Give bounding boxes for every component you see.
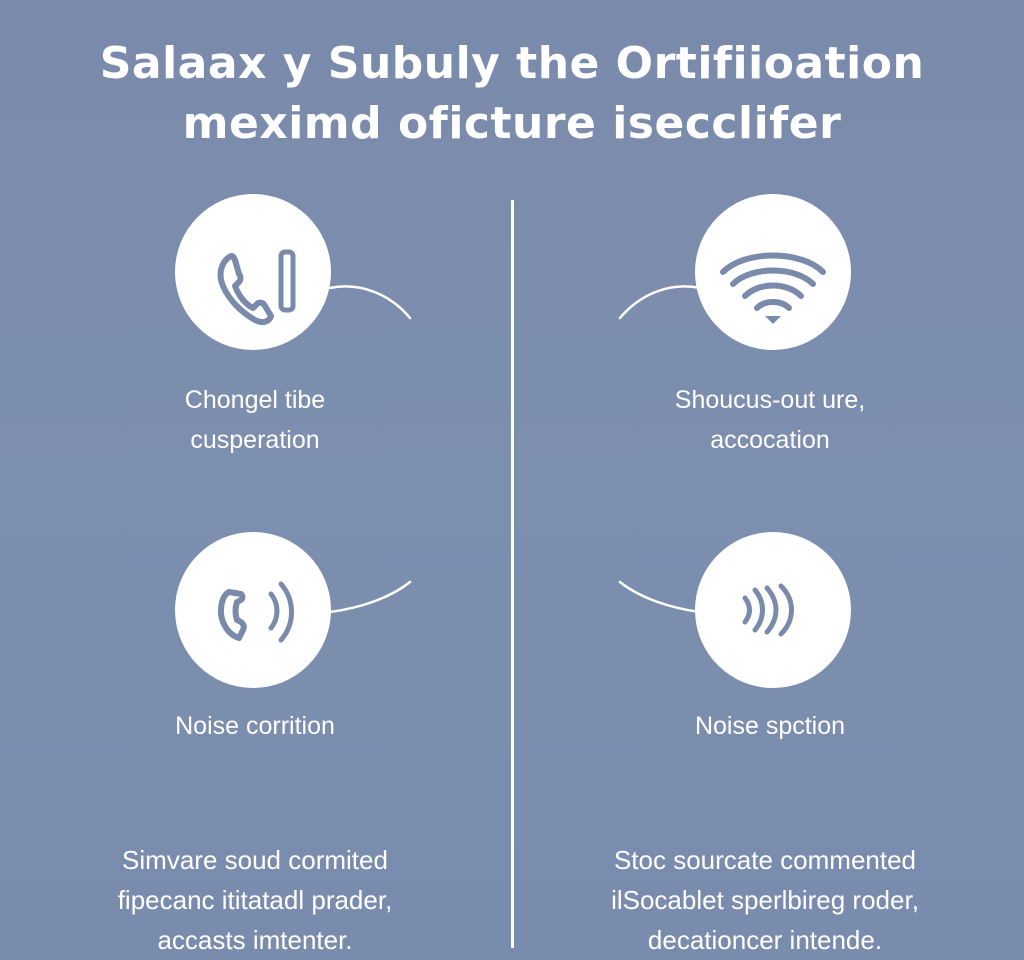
description-right-line-2: ilSocablet sperlbireg roder, bbox=[611, 885, 919, 915]
feature-label-call-line-2: cusperation bbox=[190, 426, 320, 454]
sound-waves-icon bbox=[695, 532, 851, 688]
feature-label-call: Chongel tibe cusperation bbox=[95, 380, 415, 460]
description-left-line-2: fipecanc ititatadl prader, bbox=[117, 885, 393, 915]
wifi-icon bbox=[695, 194, 851, 350]
description-left-line-1: Simvare soud cormited bbox=[122, 845, 388, 875]
feature-label-wifi-line-1: Shoucus-out ure, bbox=[674, 386, 866, 414]
connector-line bbox=[328, 285, 412, 320]
feature-label-noise-left-text: Noise corrition bbox=[175, 712, 335, 740]
phone-sound-waves-icon bbox=[175, 532, 331, 688]
feature-label-wifi-line-2: accocation bbox=[710, 426, 830, 454]
phone-signal-icon bbox=[175, 194, 331, 350]
center-divider bbox=[511, 200, 514, 948]
description-left-line-3: accasts imtenter. bbox=[157, 925, 353, 955]
feature-label-call-line-1: Chongel tibe bbox=[184, 386, 326, 414]
connector-line bbox=[328, 580, 412, 614]
page-title-line-2: meximd oficture isecclifer bbox=[182, 98, 842, 149]
description-right: Stoc sourcate commented ilSocablet sperl… bbox=[545, 840, 985, 960]
description-left: Simvare soud cormited fipecanc ititatadl… bbox=[35, 840, 475, 960]
feature-label-noise-right-text: Noise spction bbox=[694, 712, 846, 740]
connector-line bbox=[618, 285, 702, 320]
page-title: Salaax y Subuly the Ortifiioation meximd… bbox=[40, 34, 984, 154]
feature-label-wifi: Shoucus-out ure, accocation bbox=[610, 380, 930, 460]
page-title-line-1: Salaax y Subuly the Ortifiioation bbox=[99, 38, 925, 89]
feature-label-noise-left: Noise corrition bbox=[95, 706, 415, 746]
connector-line bbox=[618, 580, 702, 614]
description-right-line-1: Stoc sourcate commented bbox=[613, 845, 917, 875]
feature-label-noise-right: Noise spction bbox=[610, 706, 930, 746]
description-right-line-3: decationcer intende. bbox=[647, 925, 883, 955]
